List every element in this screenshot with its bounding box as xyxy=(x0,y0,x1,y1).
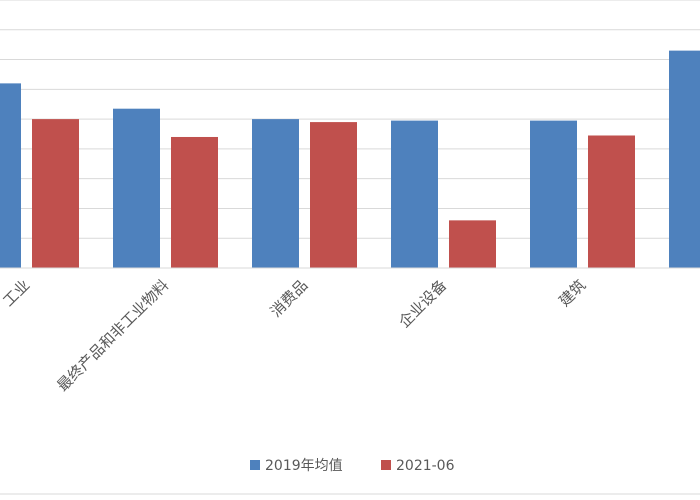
x-tick-label: 建筑 xyxy=(555,276,589,310)
bars xyxy=(0,50,700,268)
bar-series2-3 xyxy=(449,220,496,268)
bar-series1-1 xyxy=(113,108,160,268)
x-tick-label: 最终产品和非工业物料 xyxy=(54,276,173,395)
legend-swatch-2 xyxy=(381,460,391,470)
x-tick-label: 工业 xyxy=(0,276,33,310)
bar-series1-0 xyxy=(0,83,21,268)
legend: 2019年均值 2021-06 xyxy=(250,458,455,474)
bar-series2-0 xyxy=(32,119,79,268)
bar-series2-4 xyxy=(588,135,635,268)
bar-series2-1 xyxy=(171,136,218,268)
bar-series1-5 xyxy=(669,50,700,268)
legend-label-1: 2019年均值 xyxy=(265,458,343,474)
bar-series2-2 xyxy=(310,122,357,268)
x-tick-labels: 工业最终产品和非工业物料消费品企业设备建筑材 xyxy=(0,276,589,395)
bar-series1-2 xyxy=(252,119,299,268)
legend-label-2: 2021-06 xyxy=(396,458,455,474)
legend-swatch-1 xyxy=(250,460,260,470)
x-tick-label: 消费品 xyxy=(267,276,312,321)
x-tick-label: 企业设备 xyxy=(395,276,450,331)
bar-series1-4 xyxy=(530,120,577,268)
bar-series1-3 xyxy=(391,120,438,268)
